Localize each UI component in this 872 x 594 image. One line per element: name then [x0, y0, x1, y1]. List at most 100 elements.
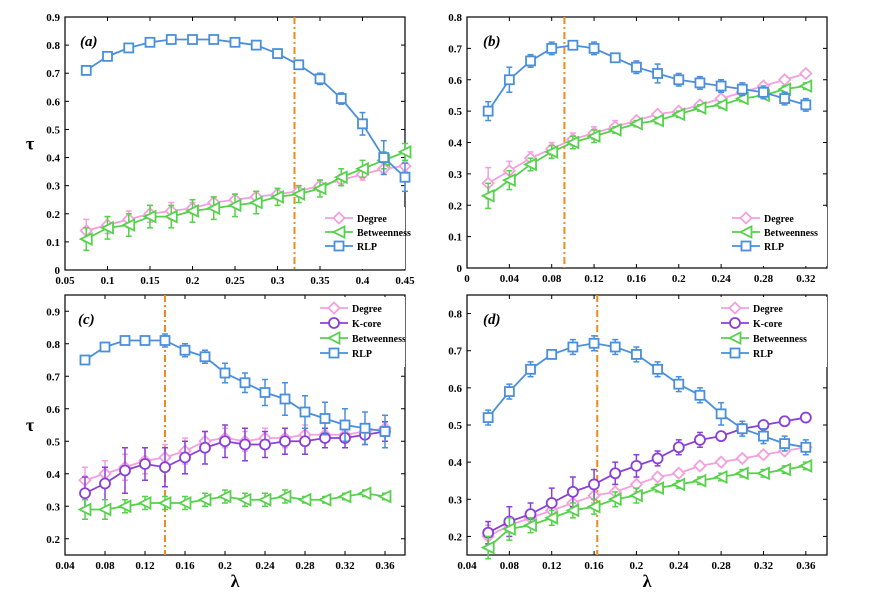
- data-point: [715, 80, 727, 92]
- data-point: [799, 66, 813, 81]
- data-point: [291, 187, 306, 202]
- data-point: [257, 492, 272, 507]
- x-tick-label: 0.32: [335, 560, 355, 572]
- x-tick-label: 0.08: [542, 273, 562, 285]
- data-point: [219, 435, 231, 448]
- data-point: [99, 341, 111, 353]
- data-point: [525, 55, 536, 67]
- y-tick-label: 0.2: [448, 200, 462, 212]
- x-tick-label: 0.36: [796, 560, 816, 572]
- data-point: [121, 218, 136, 232]
- data-point: [142, 209, 157, 224]
- y-tick-label: 0.3: [46, 181, 60, 193]
- x-tick-label: 0.1: [101, 275, 115, 287]
- data-point: [692, 473, 707, 488]
- data-point: [503, 386, 515, 397]
- series-line: [84, 430, 386, 495]
- legend-marker: [326, 331, 341, 345]
- data-point: [673, 378, 685, 390]
- data-point: [734, 466, 749, 481]
- data-point: [337, 489, 352, 504]
- panel-d: 0.04 0.08 0.12 0.16 0.2 0.24 0.28 0.32 0.36 0.2 0.…: [448, 294, 828, 591]
- data-point: [650, 481, 664, 496]
- y-tick-label: 0.5: [448, 106, 462, 118]
- data-point: [199, 441, 211, 454]
- legend-marker: [729, 317, 741, 329]
- x-tick-label: 0.25: [225, 275, 245, 287]
- data-point: [144, 36, 156, 48]
- y-tick-label: 0.8: [46, 339, 60, 351]
- data-point: [399, 171, 411, 183]
- legend-marker: [728, 301, 742, 315]
- legend: Degree K-core Betweenness RLP: [718, 297, 827, 367]
- data-point: [165, 34, 177, 45]
- data-point: [565, 135, 580, 150]
- y-tick-label: 0.7: [46, 68, 60, 80]
- data-point: [299, 435, 311, 448]
- data-point: [694, 433, 706, 446]
- panel-b: 0 0.04 0.08 0.12 0.16 0.2 0.24 0.28 0.32 0 0.1 0.2 0…: [448, 12, 828, 285]
- x-tick-label: 0.3: [271, 275, 285, 287]
- data-point: [279, 435, 291, 448]
- data-point: [248, 195, 263, 210]
- data-point: [544, 144, 559, 159]
- series-k-core: [482, 411, 812, 545]
- x-tick-label: 0.16: [627, 273, 647, 285]
- x-axis-label: λ: [643, 571, 652, 591]
- x-tick-label: 0.2: [186, 275, 200, 287]
- data-point: [163, 209, 178, 224]
- data-point: [259, 387, 271, 398]
- legend-marker: [331, 225, 346, 239]
- y-tick-label: 0.5: [46, 436, 60, 448]
- data-point: [501, 173, 516, 188]
- data-point: [480, 188, 495, 203]
- series-line: [487, 342, 806, 449]
- data-point: [79, 487, 91, 500]
- legend-marker: [727, 331, 742, 345]
- x-tick-label: 0.28: [295, 560, 315, 572]
- panel-label: (c): [78, 312, 95, 328]
- data-point: [269, 189, 284, 204]
- data-point: [297, 492, 312, 507]
- data-point: [523, 518, 537, 533]
- data-point: [777, 462, 792, 477]
- data-point: [630, 459, 643, 472]
- data-point: [694, 389, 706, 401]
- series-betweenness: [480, 458, 813, 560]
- data-point: [736, 423, 748, 435]
- series-line: [85, 492, 386, 511]
- data-point: [179, 451, 191, 464]
- y-tick-label: 0: [55, 265, 61, 277]
- x-tick-label: 0.28: [711, 560, 731, 572]
- data-point: [277, 489, 292, 504]
- series-degree: [481, 440, 813, 549]
- x-tick-label: 0.12: [542, 560, 562, 572]
- data-point: [651, 452, 664, 465]
- data-point: [566, 485, 579, 498]
- x-tick-label: 0.2: [672, 273, 686, 285]
- legend-label: K-core: [753, 319, 783, 330]
- data-point: [545, 497, 558, 509]
- x-tick-label: 0.24: [669, 560, 689, 572]
- legend-label: Degree: [764, 214, 794, 225]
- y-tick-label: 0.1: [46, 237, 60, 249]
- data-point: [187, 34, 198, 45]
- legend-label: K-core: [352, 319, 382, 330]
- legend-label: Betweenness: [753, 334, 807, 345]
- data-point: [259, 438, 271, 451]
- y-tick-label: 0.4: [448, 138, 462, 150]
- data-point: [119, 335, 131, 346]
- y-tick-label: 0.1: [448, 232, 462, 244]
- data-point: [335, 93, 347, 104]
- data-point: [359, 422, 371, 434]
- data-point: [184, 204, 199, 218]
- data-point: [778, 415, 791, 428]
- data-point: [779, 438, 791, 449]
- x-tick-label: 0.16: [584, 560, 604, 572]
- series-line: [85, 38, 406, 178]
- data-point: [177, 496, 192, 510]
- data-point: [119, 464, 131, 477]
- data-point: [714, 455, 728, 469]
- data-point: [357, 118, 368, 130]
